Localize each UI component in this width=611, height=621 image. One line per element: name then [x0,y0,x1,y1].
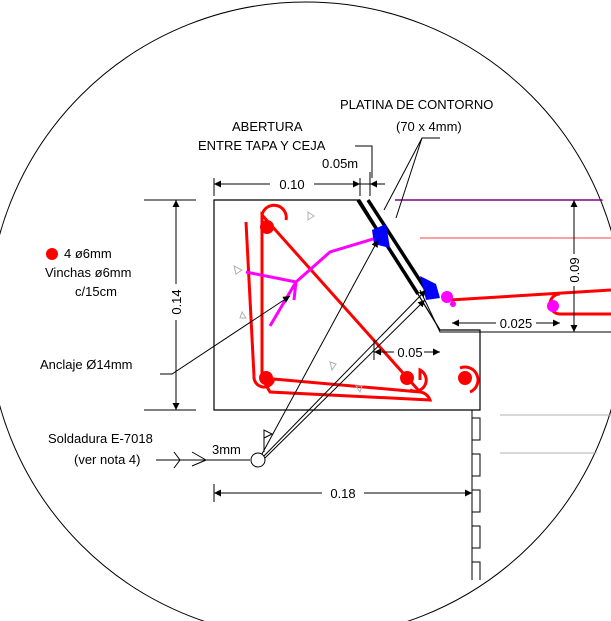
dim-018-bg [322,485,364,501]
dim-014-bg [168,284,184,320]
rebar-dot-bottom-right [458,371,472,385]
stirrup-diagonal [244,221,480,394]
entre-tapa-text: ENTRE TAPA Y CEJA [198,138,326,153]
weld-arrow-3 [264,299,426,459]
dim-014-text: 0.14 [169,289,184,314]
abertura-text: ABERTURA [232,119,303,134]
platina-text: PLATINA DE CONTORNO [340,97,493,112]
dim-005-bg [394,344,424,359]
abertura-leader [355,145,373,178]
slab-rebar-dot-3 [450,301,456,307]
rebar-dot-bottom-mid [400,371,414,385]
dim-009-bg [566,254,582,286]
edge-break-line [471,410,481,580]
concrete-hatch [233,211,363,394]
plate-inner [366,199,432,297]
dim-009-text: 0.09 [567,257,582,282]
weld-fillet-symbol [191,451,208,467]
slab-rebar [449,288,611,316]
dim-010-text: 0.10 [279,177,304,192]
dim-010-bg [270,176,314,192]
dim-0025-bg [496,315,536,331]
anclaje-leader [160,295,291,375]
legend-bars-text: 4 ø6mm [64,246,112,261]
dim-gap-text: 0.05m [322,156,358,171]
platina-leader [383,137,440,219]
platina-size-text: (70 x 4mm) [396,119,462,134]
weld-arrow-1 [261,239,379,455]
rebar-dot-bottom-left [259,371,273,385]
soldadura-text: Soldadura E-7018 [48,431,153,446]
dim-0025-text: 0.025 [500,316,533,331]
weld-arrow-2 [263,289,427,457]
slab-rebar-dot-2 [547,300,559,312]
weld-all-around-circle [250,452,266,468]
dim-018-text: 0.18 [330,486,355,501]
weld-flag [263,429,274,452]
legend-vinchas-text: Vinchas ø6mm [45,265,131,280]
rebar-dot-top [260,220,274,234]
legend-rebar-dot [46,248,58,260]
weld-size-text: 3mm [212,442,241,457]
dim-005-text: 0.05 [397,345,422,360]
slab-outline [419,289,611,333]
legend-spacing-text: c/15cm [75,284,117,299]
anclaje-text: Anclaje Ø14mm [40,357,132,372]
ver-nota-text: (ver nota 4) [74,452,140,467]
stirrup-triangle [260,203,433,402]
anchor-bar [245,234,384,327]
weld-tail [173,451,181,469]
slab-rebar-dot-1 [441,291,453,303]
